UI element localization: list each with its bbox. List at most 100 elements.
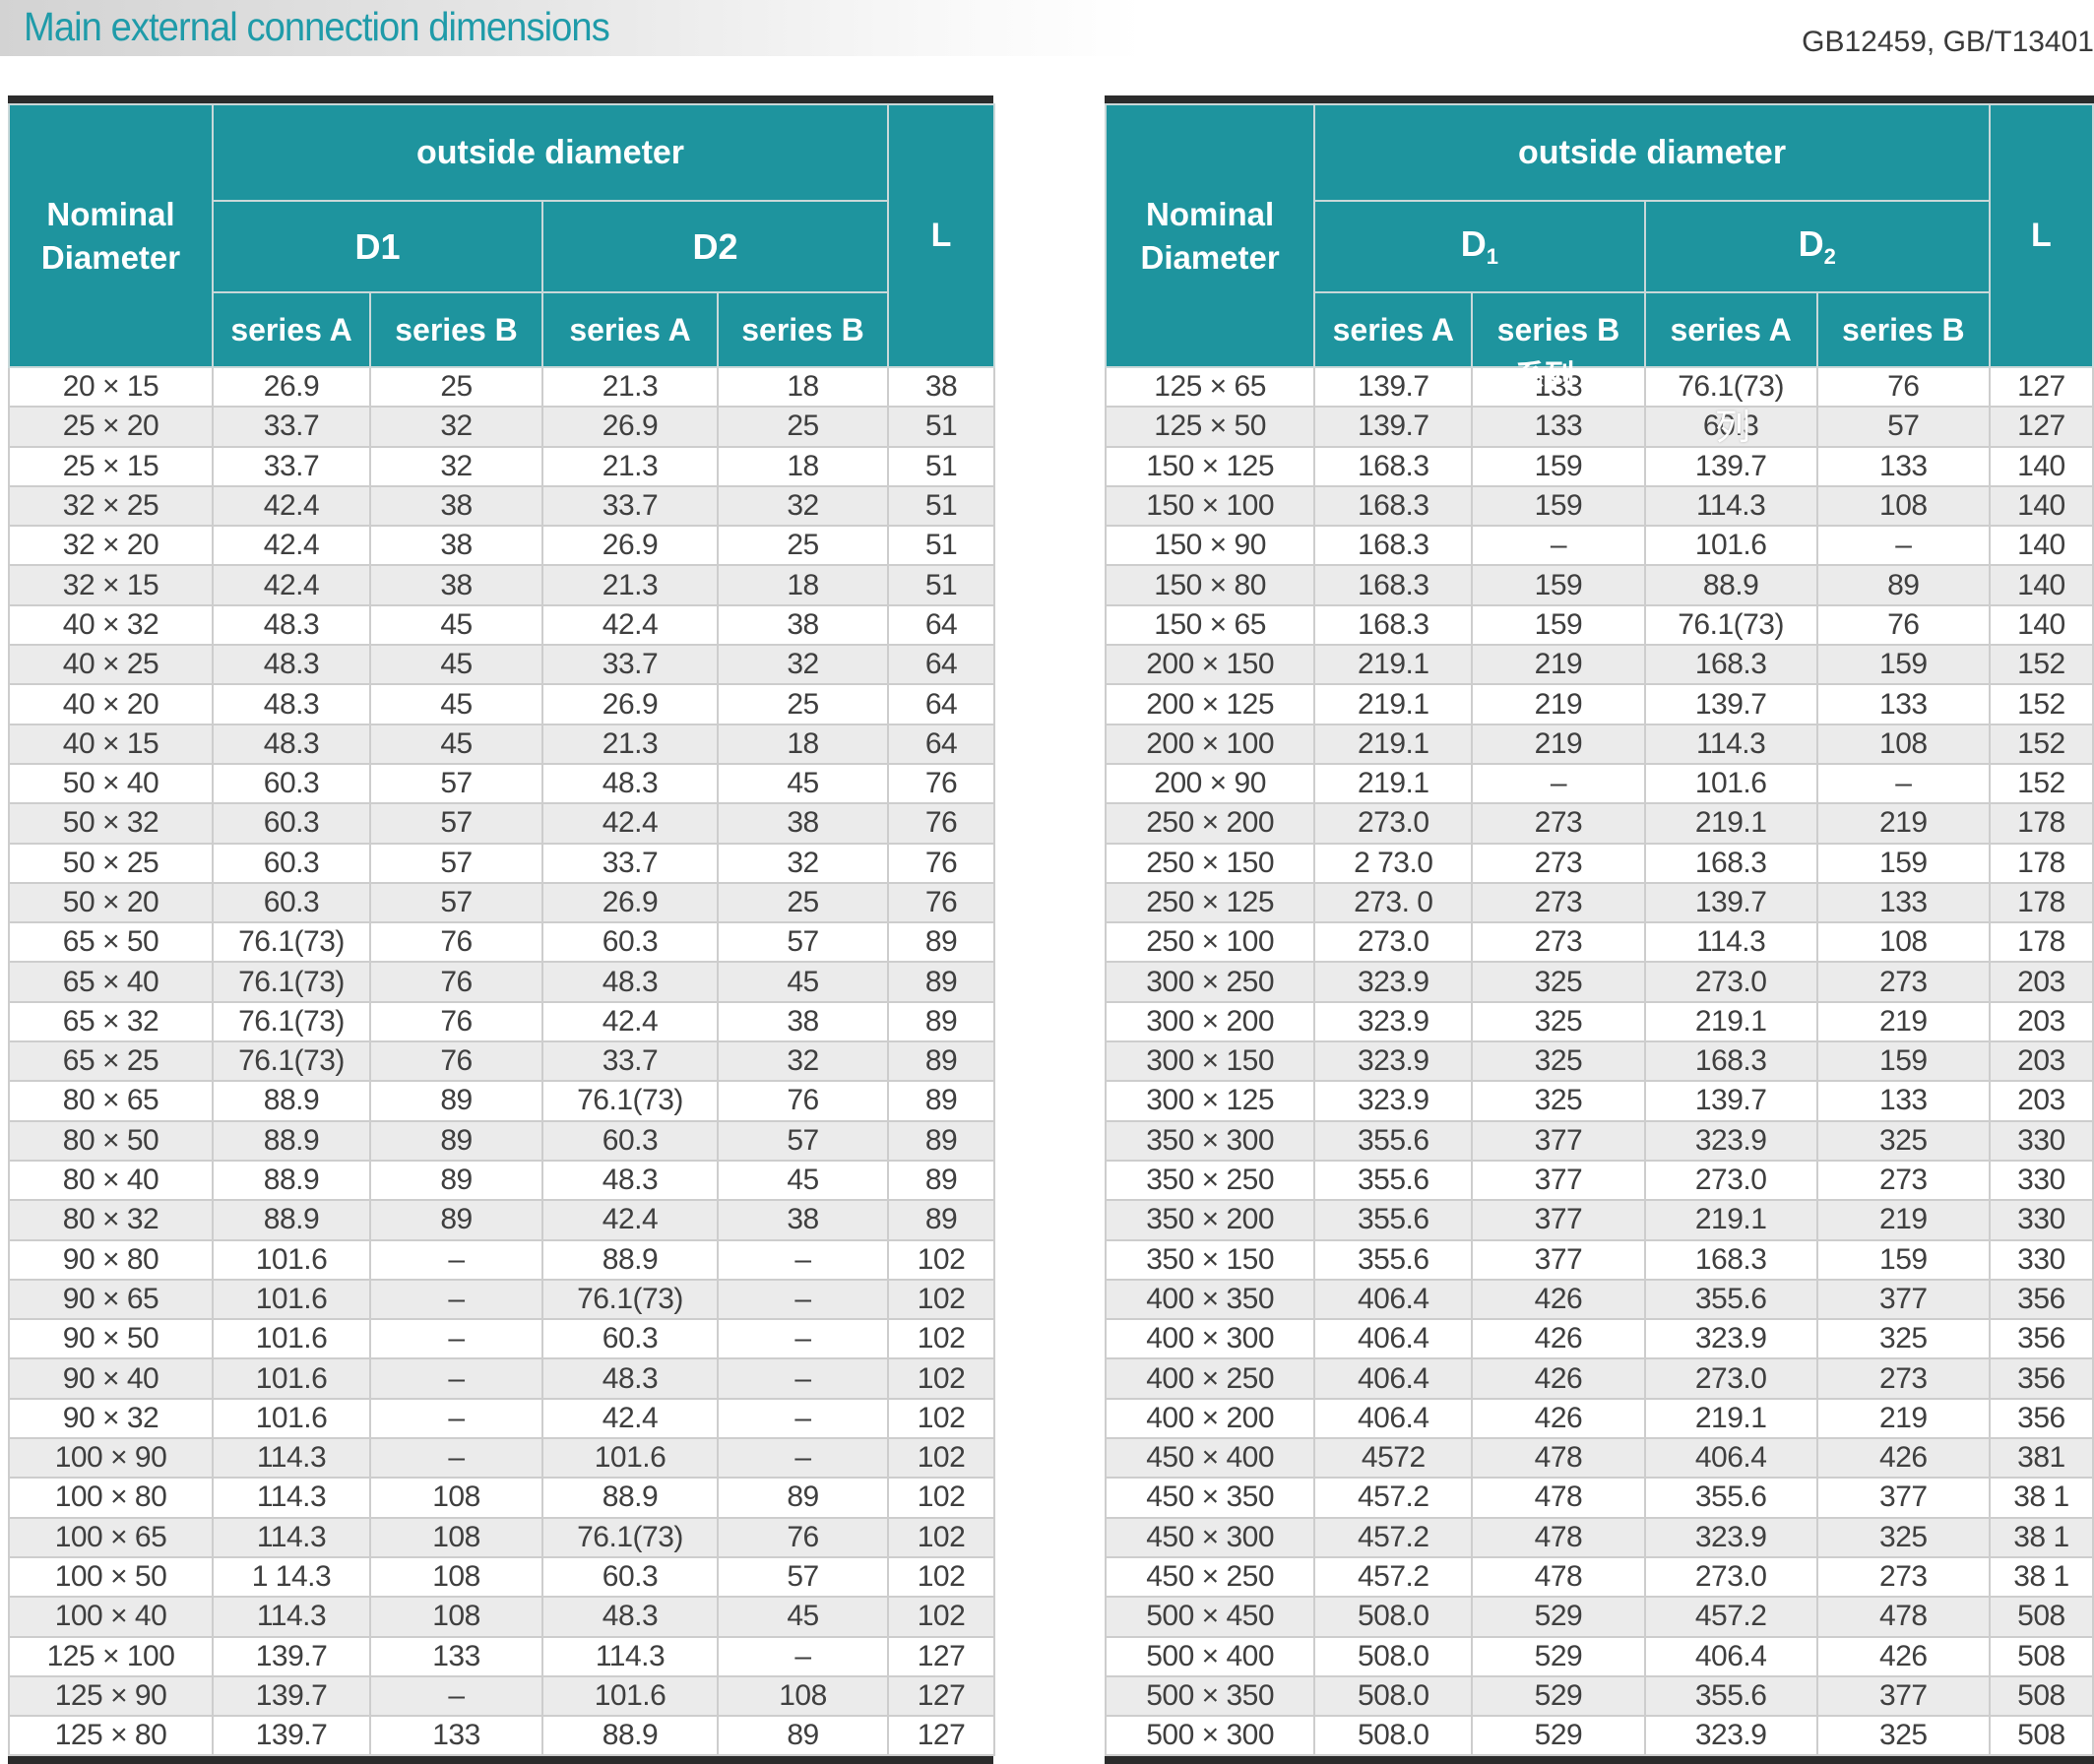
table-row: 250 × 100 273.0 273 114.3 108 178 — [1104, 921, 2094, 964]
dimension-cell: 18 — [716, 365, 890, 409]
column-header-d2-series-a: series A — [1643, 291, 1818, 368]
nominal-diameter-cell: 350 × 300 — [1104, 1119, 1316, 1162]
d2-base: D — [1798, 222, 1824, 264]
dimension-cell: 133 — [369, 1715, 543, 1757]
table-row: 250 × 200 273.0 273 219.1 219 178 — [1104, 802, 2094, 845]
d1-base: D — [1460, 222, 1487, 264]
table-row: 500 × 400 508.0 529 406.4 426 508 — [1104, 1635, 2094, 1677]
column-header-d2-series-b: series B — [716, 291, 890, 368]
dimension-cell: 32 — [716, 644, 890, 686]
dimension-cell: 323.9 — [1643, 1516, 1818, 1558]
dimension-cell: 89 — [369, 1199, 543, 1241]
table-row: 300 × 125 323.9 325 139.7 133 203 — [1104, 1080, 2094, 1122]
dimension-cell: 89 — [1815, 564, 1991, 606]
dimension-cell: 88.9 — [212, 1159, 371, 1202]
nominal-diameter-cell: 200 × 150 — [1104, 644, 1316, 686]
dimension-cell: 159 — [1815, 644, 1991, 686]
dimension-cell: 127 — [1988, 365, 2094, 409]
dimension-cell: 76 — [887, 881, 996, 924]
dimension-cell: 168.3 — [1313, 564, 1474, 606]
nominal-diameter-cell: 350 × 150 — [1104, 1238, 1316, 1281]
nominal-diameter-cell: 100 × 40 — [8, 1596, 214, 1638]
dimension-cell: 108 — [369, 1596, 543, 1638]
table-row: 300 × 200 323.9 325 219.1 219 203 — [1104, 1000, 2094, 1043]
dimension-cell: 102 — [887, 1318, 996, 1360]
dimension-cell: 356 — [1988, 1397, 2094, 1440]
nominal-diameter-cell: 50 × 32 — [8, 802, 214, 845]
dimension-cell: 273 — [1815, 1555, 1991, 1599]
dimension-cell: 529 — [1471, 1674, 1646, 1718]
dimension-cell: 76.1(73) — [541, 1516, 719, 1558]
page-title: Main external connection dimensions — [24, 4, 610, 49]
dimension-cell: 89 — [887, 921, 996, 964]
dimension-cell: – — [716, 1318, 890, 1360]
nominal-diameter-cell: 150 × 125 — [1104, 445, 1316, 487]
nominal-diameter-cell: 90 × 65 — [8, 1278, 214, 1321]
dimension-cell: 273 — [1815, 1159, 1991, 1202]
table-row: 80 × 65 88.9 89 76.1(73) 76 89 — [8, 1080, 996, 1122]
nominal-diameter-cell: 50 × 20 — [8, 881, 214, 924]
dimension-cell: 60.3 — [212, 762, 371, 805]
dimension-cell: 457.2 — [1313, 1477, 1474, 1519]
dimension-cell: 273 — [1815, 1357, 1991, 1400]
table-row: 32 × 20 42.4 38 26.9 25 51 — [8, 525, 996, 567]
dimension-cell: 127 — [887, 1674, 996, 1718]
nominal-diameter-cell: 100 × 65 — [8, 1516, 214, 1558]
dimension-cell: 133 — [1815, 445, 1991, 487]
dimension-cell: 114.3 — [541, 1635, 719, 1677]
table-row: 100 × 65 114.3 108 76.1(73) 76 102 — [8, 1516, 996, 1558]
dimension-cell: 355.6 — [1643, 1477, 1818, 1519]
dimension-cell: 57 — [369, 762, 543, 805]
dimension-cell: 38 1 — [1988, 1477, 2094, 1519]
column-header-d1-series-a: series A — [212, 291, 371, 368]
dimension-cell: 42.4 — [212, 564, 371, 606]
dimension-cell: 76.1(73) — [212, 1000, 371, 1043]
dimension-cell: 48.3 — [541, 1159, 719, 1202]
dimension-cell: 356 — [1988, 1278, 2094, 1321]
table-row: 50 × 25 60.3 57 33.7 32 76 — [8, 842, 996, 884]
nominal-diameter-cell: 250 × 100 — [1104, 921, 1316, 964]
dimension-cell: 102 — [887, 1238, 996, 1281]
table-row: 450 × 350 457.2 478 355.6 377 38 1 — [1104, 1477, 2094, 1519]
title-band — [0, 0, 1191, 56]
dimension-cell: 133 — [1815, 881, 1991, 924]
dimension-cell: 108 — [369, 1555, 543, 1599]
column-header-d1-series-b: series B — [1471, 291, 1646, 368]
dimension-cell: 102 — [887, 1278, 996, 1321]
nominal-diameter-cell: 80 × 65 — [8, 1080, 214, 1122]
dimension-cell: 133 — [1471, 406, 1646, 448]
table-row: 350 × 200 355.6 377 219.1 219 330 — [1104, 1199, 2094, 1241]
dimension-cell: 178 — [1988, 921, 2094, 964]
dimension-cell: 152 — [1988, 762, 2094, 805]
dimension-cell: 88.9 — [1643, 564, 1818, 606]
nominal-diameter-cell: 65 × 50 — [8, 921, 214, 964]
dimension-cell: 168.3 — [1643, 842, 1818, 884]
dimension-cell: 377 — [1471, 1159, 1646, 1202]
table-header: Nominal Diameter outside diameter L D1 D… — [1104, 103, 2094, 368]
dimension-cell: 139.7 — [1643, 881, 1818, 924]
dimension-cell: 42.4 — [541, 1000, 719, 1043]
dimension-cell: 108 — [1815, 723, 1991, 765]
dimension-cell: 101.6 — [541, 1437, 719, 1480]
table-row: 400 × 200 406.4 426 219.1 219 356 — [1104, 1397, 2094, 1440]
table-row: 150 × 100 168.3 159 114.3 108 140 — [1104, 484, 2094, 528]
table-row: 400 × 350 406.4 426 355.6 377 356 — [1104, 1278, 2094, 1321]
dimension-cell: 102 — [887, 1555, 996, 1599]
dimension-cell: 101.6 — [1643, 525, 1818, 567]
dimension-cell: 323.9 — [1313, 1040, 1474, 1083]
dimension-cell: 140 — [1988, 445, 2094, 487]
dimension-cell: 21.3 — [541, 365, 719, 409]
dimension-cell: 355.6 — [1313, 1119, 1474, 1162]
dimension-cell: 76 — [369, 1000, 543, 1043]
dimension-cell: 2 73.0 — [1313, 842, 1474, 884]
dimension-cell: 38 — [887, 365, 996, 409]
dimension-cell: 32 — [369, 406, 543, 448]
dimension-cell: 89 — [369, 1159, 543, 1202]
table-row: 125 × 65 139.7 133 76.1(73) 76 127 — [1104, 365, 2094, 409]
table-row: 350 × 250 355.6 377 273.0 273 330 — [1104, 1159, 2094, 1202]
dimension-cell: 38 — [716, 1000, 890, 1043]
table-row: 150 × 65 168.3 159 76.1(73) 76 140 — [1104, 603, 2094, 647]
column-header-d2: D2 — [1643, 200, 1991, 293]
table-header: Nominal Diameter outside diameter L D1 D… — [8, 103, 996, 368]
dimension-cell: 76.1(73) — [212, 961, 371, 1003]
